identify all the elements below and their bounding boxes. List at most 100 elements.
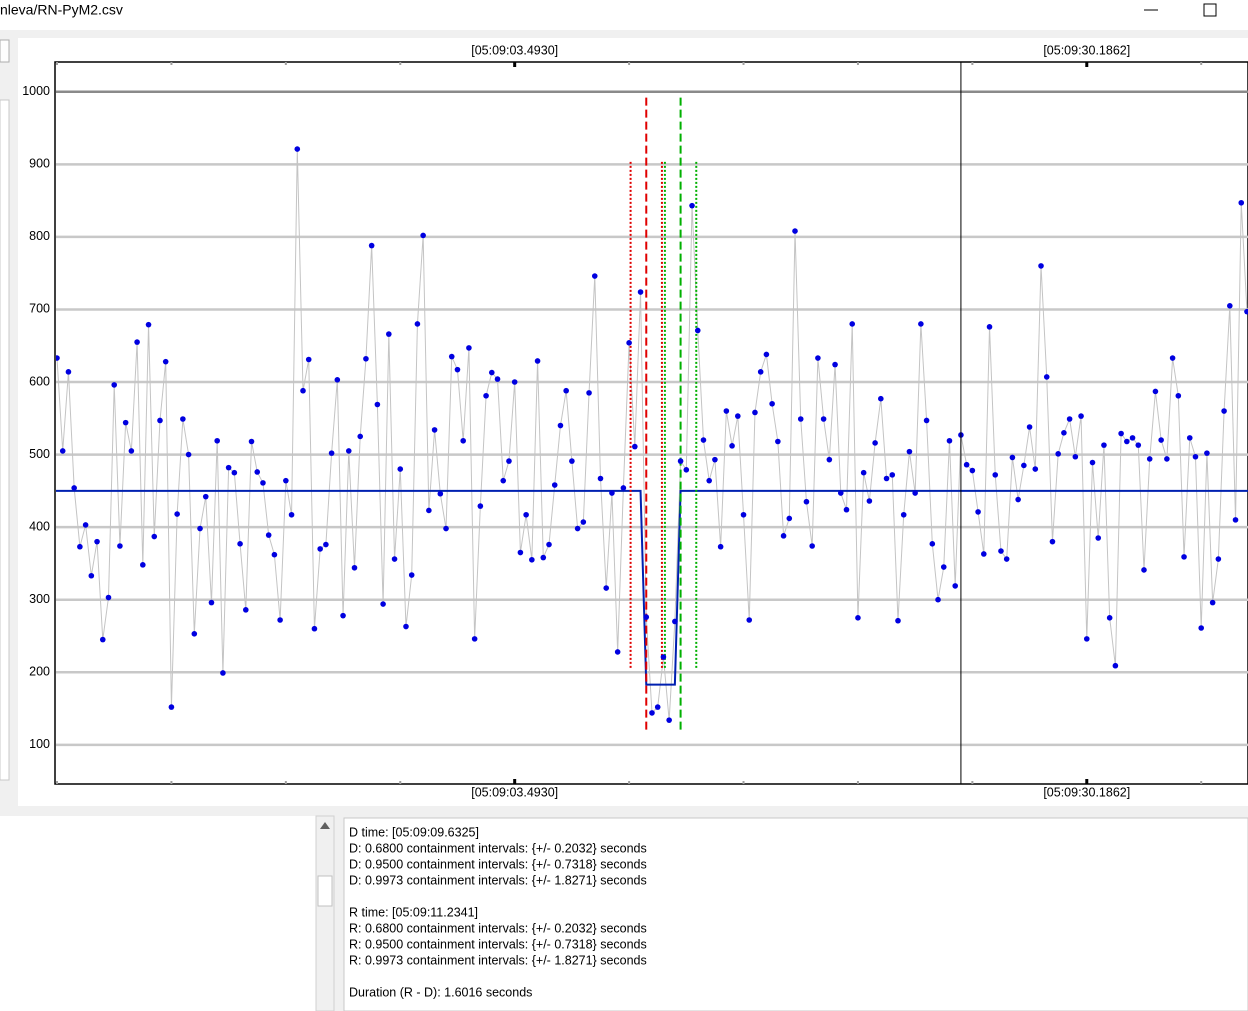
data-point — [809, 543, 815, 549]
data-point — [420, 232, 426, 239]
data-point — [643, 614, 650, 620]
data-point — [117, 543, 123, 549]
y-tick-label: 200 — [29, 665, 50, 679]
data-point — [1244, 308, 1248, 315]
scroll-thumb[interactable] — [317, 875, 333, 907]
data-point — [1101, 442, 1107, 448]
data-point — [328, 450, 335, 456]
y-tick-label: 800 — [29, 229, 50, 243]
data-point — [1066, 416, 1073, 422]
data-point — [494, 376, 501, 382]
data-point — [912, 490, 918, 496]
left-button[interactable] — [0, 39, 10, 63]
data-point — [260, 480, 266, 486]
data-point — [952, 583, 958, 589]
data-point — [803, 498, 810, 505]
data-point — [626, 340, 632, 346]
data-point — [1186, 435, 1193, 441]
data-point — [105, 594, 112, 601]
y-tick-label: 100 — [29, 737, 50, 751]
data-point — [466, 345, 472, 351]
left-panel — [0, 99, 10, 781]
data-point — [414, 321, 421, 327]
data-point — [551, 482, 558, 488]
data-point — [1129, 435, 1136, 441]
data-point — [157, 417, 163, 424]
data-point — [500, 477, 507, 484]
data-point — [180, 416, 186, 422]
data-point — [694, 327, 701, 334]
data-point — [197, 525, 203, 532]
data-point — [849, 321, 856, 327]
y-tick-label: 400 — [29, 519, 50, 533]
data-point — [437, 490, 444, 497]
data-point — [1038, 263, 1044, 269]
data-point — [729, 443, 735, 449]
data-point — [1026, 424, 1033, 430]
data-point — [649, 710, 655, 716]
data-point — [677, 458, 684, 464]
y-tick-label: 300 — [29, 592, 50, 606]
data-point — [1032, 466, 1039, 472]
duration-line: Duration (R - D): 1.6016 seconds — [349, 985, 532, 999]
data-point — [900, 511, 907, 518]
data-point — [534, 358, 541, 364]
data-point — [168, 704, 175, 710]
data-point — [380, 601, 386, 607]
info-line: D: 0.9973 containment intervals: {+/- 1.… — [349, 873, 647, 887]
data-point — [569, 458, 575, 464]
data-point — [191, 630, 198, 637]
data-point — [254, 469, 261, 475]
data-point — [174, 511, 180, 517]
data-point — [935, 596, 941, 603]
lower-left-panel — [0, 816, 316, 1011]
maximize-button[interactable] — [1203, 3, 1217, 17]
data-point — [1175, 392, 1182, 399]
data-point — [1118, 430, 1124, 437]
plot-area — [56, 90, 1248, 747]
data-point — [586, 390, 592, 396]
data-point — [1112, 662, 1119, 669]
data-point — [351, 564, 358, 571]
data-point — [523, 511, 529, 518]
data-point — [883, 475, 890, 482]
y-tick-label: 700 — [29, 302, 50, 316]
data-point — [237, 541, 243, 547]
data-point — [757, 369, 764, 375]
data-point — [368, 242, 375, 249]
data-point — [735, 413, 741, 419]
scrollbar[interactable] — [315, 815, 335, 1011]
data-point — [689, 202, 695, 209]
data-point — [185, 451, 192, 458]
data-point — [111, 382, 118, 388]
data-point — [557, 422, 564, 429]
data-point — [826, 456, 833, 463]
y-tick-label: 500 — [29, 447, 50, 461]
data-point — [1003, 556, 1010, 562]
data-point — [872, 440, 878, 446]
data-point — [1124, 438, 1130, 445]
scroll-up-arrow[interactable] — [320, 822, 330, 829]
data-point — [746, 617, 753, 623]
data-point — [1043, 374, 1050, 380]
data-point — [220, 670, 226, 676]
data-point — [906, 448, 913, 455]
data-point — [448, 353, 455, 360]
data-point — [940, 564, 947, 570]
data-point — [443, 525, 449, 532]
data-point — [323, 541, 329, 548]
data-point — [860, 469, 867, 476]
data-point — [363, 355, 369, 362]
data-point — [426, 507, 432, 514]
data-point — [1232, 517, 1239, 523]
data-point — [1164, 456, 1170, 462]
data-point — [231, 469, 238, 476]
data-point — [529, 556, 535, 563]
x-tick-label-top: [05:09:03.4930] — [471, 43, 558, 57]
data-point — [145, 321, 152, 328]
data-point — [305, 356, 312, 363]
data-point — [1204, 450, 1210, 456]
data-point — [866, 498, 873, 504]
data-point — [820, 416, 827, 422]
data-point — [654, 704, 661, 710]
